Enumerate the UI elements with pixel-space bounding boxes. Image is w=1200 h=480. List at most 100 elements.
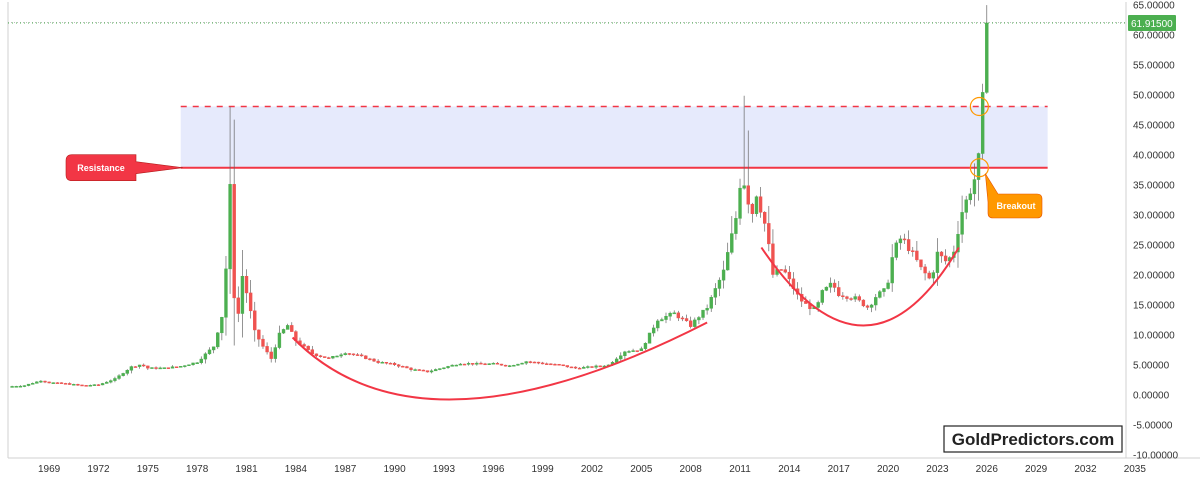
candle-body — [322, 356, 327, 358]
candle-body — [767, 223, 771, 245]
candle-body — [314, 353, 319, 356]
candle-body — [96, 384, 101, 386]
candle-body — [253, 310, 257, 331]
candle-body — [265, 346, 269, 353]
candle-body — [680, 317, 685, 320]
candle-body — [454, 364, 458, 367]
candle-body — [894, 242, 898, 258]
candle-body — [841, 295, 845, 297]
candles-group — [10, 5, 989, 388]
candle-body — [754, 196, 759, 214]
candle-body — [763, 212, 767, 224]
candle-body — [84, 385, 88, 387]
candle-body — [865, 305, 870, 308]
x-tick-label: 1975 — [137, 464, 160, 475]
candle-body — [14, 386, 18, 388]
candle-body — [619, 355, 623, 360]
candle-body — [236, 297, 240, 314]
y-tick-label: -10.00000 — [1133, 451, 1178, 462]
candle-body — [88, 385, 92, 387]
candle-body — [898, 238, 903, 244]
candle-body — [174, 366, 179, 368]
candle-body — [725, 252, 730, 271]
candle-body — [586, 366, 590, 368]
candle-body — [499, 363, 504, 366]
breakout-callout — [985, 173, 1043, 219]
candle-body — [697, 317, 701, 321]
candle-body — [359, 354, 364, 357]
y-tick-label: 40.00000 — [1133, 151, 1175, 162]
candle-body — [886, 282, 890, 289]
candle-body — [450, 364, 454, 367]
candle-body — [943, 255, 948, 262]
candle-body — [154, 367, 158, 369]
candle-body — [483, 363, 487, 366]
candle-body — [158, 367, 162, 370]
candle-body — [882, 288, 886, 292]
candle-body — [512, 365, 516, 367]
candle-body — [614, 358, 619, 363]
candle-body — [195, 362, 199, 364]
candle-body — [976, 153, 981, 180]
candle-body — [26, 383, 31, 386]
candle-body — [179, 366, 183, 368]
y-tick-label: 35.00000 — [1133, 181, 1175, 192]
candle-body — [536, 361, 541, 364]
candle-body — [594, 365, 598, 368]
x-tick-label: 2005 — [630, 464, 653, 475]
current-price-tag — [1128, 15, 1176, 32]
candle-body — [63, 383, 68, 385]
candle-body — [837, 287, 841, 296]
candle-body — [874, 297, 878, 306]
candle-body — [779, 269, 783, 271]
candle-body — [845, 296, 849, 299]
candle-body — [557, 363, 561, 366]
y-tick-label: 60.00000 — [1133, 31, 1175, 42]
candle-body — [413, 369, 417, 371]
candle-body — [491, 362, 495, 365]
candle-body — [150, 367, 154, 369]
candle-body — [479, 362, 483, 365]
candle-body — [421, 369, 426, 372]
breakout-circle-1 — [969, 158, 989, 178]
x-tick-label: 1990 — [383, 464, 406, 475]
x-tick-label: 2035 — [1124, 464, 1147, 475]
candle-body — [660, 319, 664, 322]
candle-body — [824, 286, 829, 291]
candle-body — [434, 369, 438, 372]
candle-body — [72, 384, 76, 386]
x-tick-label: 1987 — [334, 464, 357, 475]
candle-body — [520, 362, 524, 365]
candle-body — [351, 353, 356, 356]
candle-body — [396, 364, 401, 367]
candle-body — [121, 373, 125, 376]
candle-body — [540, 362, 545, 365]
candle-body — [327, 357, 331, 359]
candle-body — [216, 332, 220, 348]
candle-body — [438, 368, 442, 370]
candle-body — [207, 349, 212, 355]
candle-body — [331, 355, 335, 359]
candle-body — [166, 367, 171, 369]
candle-body — [199, 358, 203, 363]
candle-body — [524, 361, 528, 364]
candle-body — [783, 269, 787, 273]
candle-body — [651, 327, 656, 334]
breakout-circle-2 — [969, 96, 989, 117]
candle-body — [364, 355, 368, 360]
candle-body — [709, 297, 713, 309]
candle-body — [495, 362, 500, 365]
x-tick-label: 1984 — [285, 464, 308, 475]
candle-body — [939, 251, 944, 257]
candle-body — [734, 218, 738, 234]
candle-body — [257, 329, 261, 340]
candle-body — [569, 366, 574, 369]
candle-body — [39, 380, 43, 383]
candle-body — [627, 351, 631, 353]
candle-body — [191, 362, 195, 366]
candle-body — [269, 351, 273, 359]
candle-body — [302, 344, 306, 347]
candle-body — [458, 363, 463, 366]
resistance-callout-label: Resistance — [77, 163, 125, 173]
